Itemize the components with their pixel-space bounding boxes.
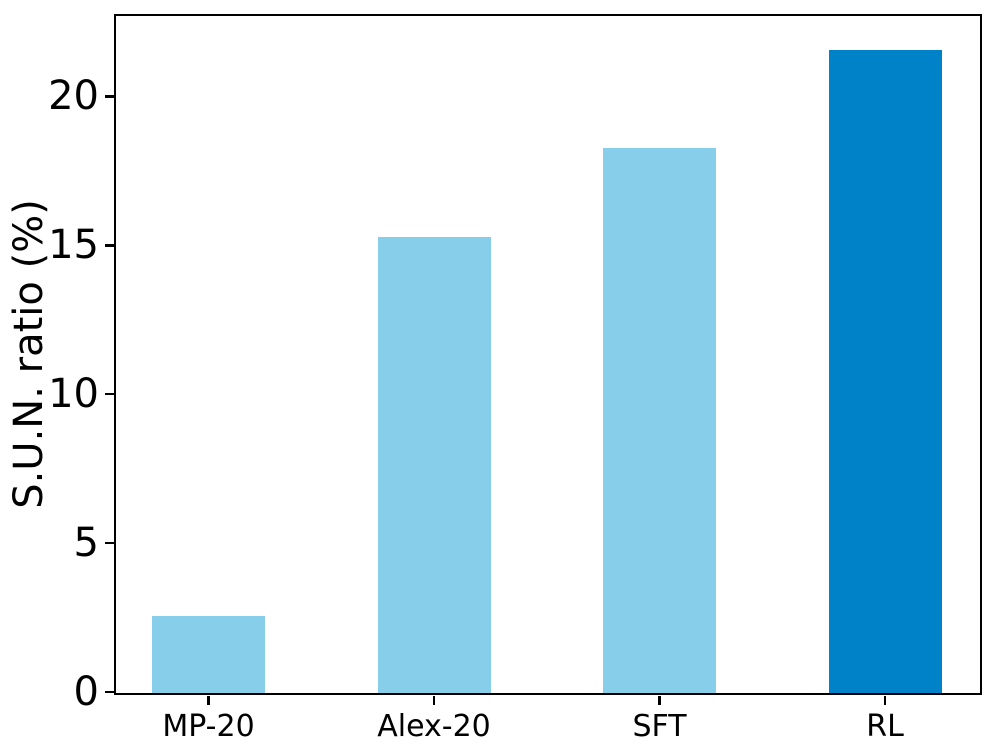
x-tick-label-alex-20: Alex-20 [377,709,491,744]
plot-area: 0 5 10 15 20 MP-20 Alex-20 SFT RL [48,14,982,744]
y-tick-mark [104,541,114,545]
y-tick-label: 20 [48,73,99,120]
y-axis-label: S.U.N. ratio (%) [6,199,52,509]
y-tick-label: 0 [73,669,99,715]
x-tick-label-mp-20: MP-20 [162,709,255,744]
y-tick-label: 5 [73,520,99,567]
bar-rl [828,49,942,693]
y-tick-mark [104,95,114,98]
x-tick-mark [883,695,887,705]
y-tick-mark [104,690,114,694]
x-tick-mark [432,695,436,705]
x-tick-label-rl: RL [866,709,904,744]
y-tick-mark [104,244,114,247]
y-tick-label: 10 [48,371,99,418]
bar-mp-20 [152,615,265,693]
x-tick-mark [658,695,661,705]
y-tick-label: 15 [48,222,99,269]
x-tick-mark [207,695,210,705]
bar-alex-20 [377,237,491,693]
x-tick-label-sft: SFT [632,709,687,744]
y-tick-mark [104,392,114,396]
bar-sft [603,148,716,693]
